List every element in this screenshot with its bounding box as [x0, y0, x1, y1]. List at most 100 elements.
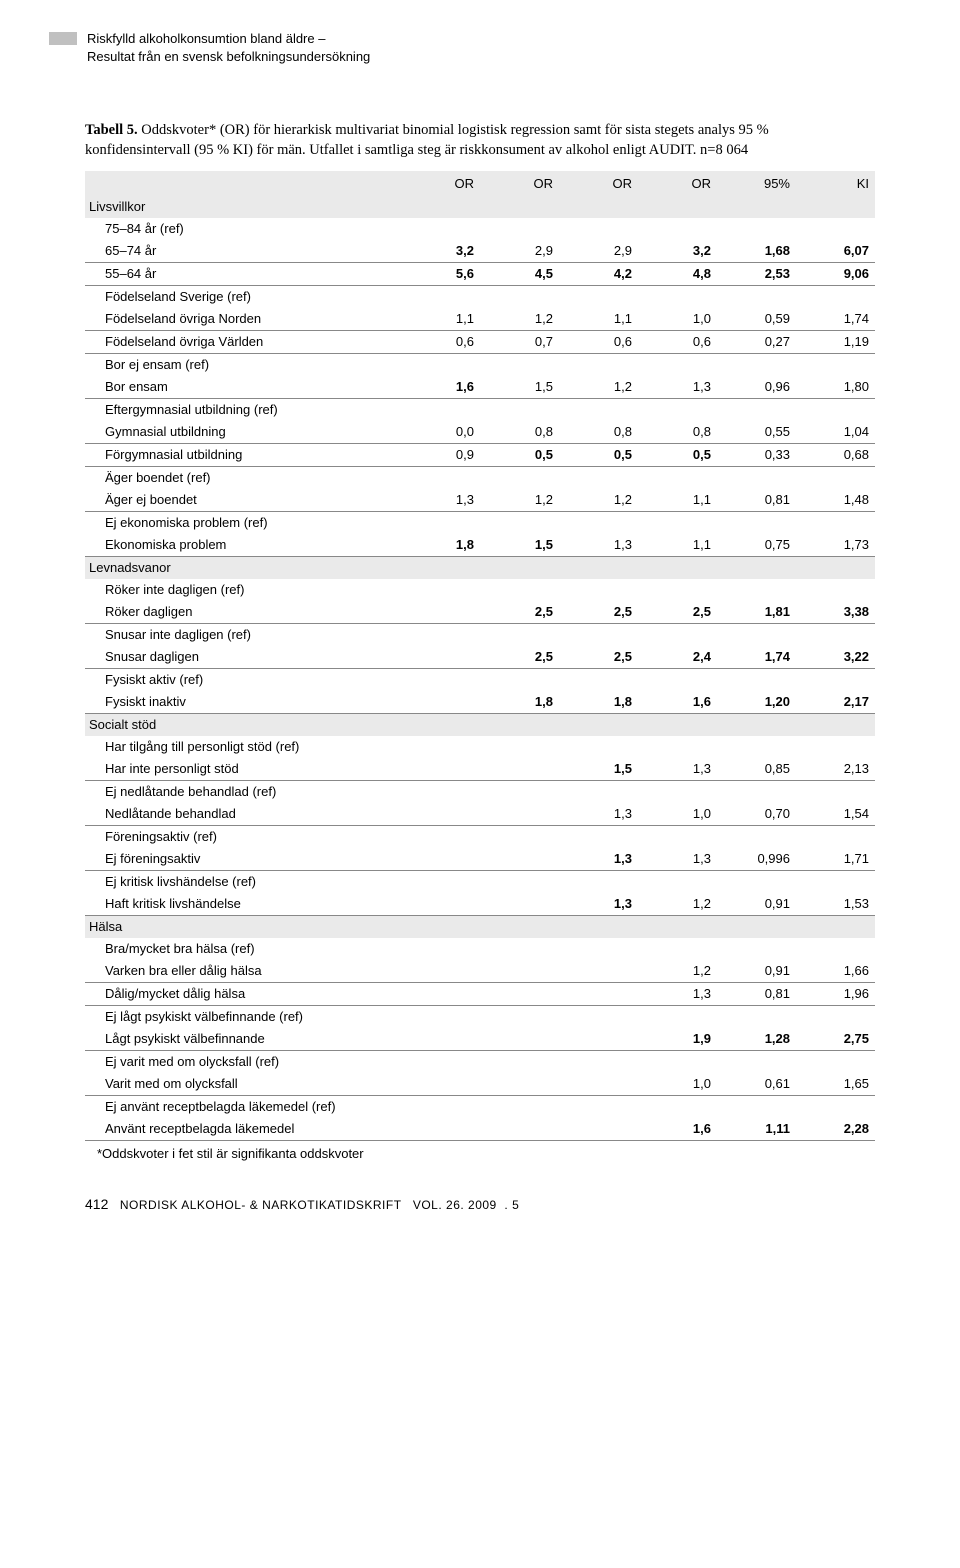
row-value: [638, 1005, 717, 1028]
row-value: [717, 938, 796, 960]
row-value: [480, 623, 559, 646]
row-value: [401, 1073, 480, 1096]
table-row: Födelseland övriga Norden1,11,21,11,00,5…: [85, 308, 875, 331]
row-label: Ekonomiska problem: [85, 534, 401, 557]
row-value: [401, 623, 480, 646]
row-value: 1,19: [796, 330, 875, 353]
row-label: 55–64 år: [85, 262, 401, 285]
row-value: 0,59: [717, 308, 796, 331]
row-value: [401, 825, 480, 848]
row-value: [796, 713, 875, 736]
row-value: [559, 780, 638, 803]
table-row: Haft kritisk livshändelse1,31,20,911,53: [85, 893, 875, 916]
row-value: [796, 511, 875, 534]
row-value: [559, 1118, 638, 1141]
row-value: [559, 466, 638, 489]
row-value: [401, 196, 480, 218]
row-value: 3,22: [796, 646, 875, 669]
row-value: [401, 780, 480, 803]
table-row: Fysiskt aktiv (ref): [85, 668, 875, 691]
table-row: Bra/mycket bra hälsa (ref): [85, 938, 875, 960]
row-label: 65–74 år: [85, 240, 401, 263]
row-value: [559, 938, 638, 960]
col-h1: OR: [401, 171, 480, 196]
row-value: 1,96: [796, 982, 875, 1005]
row-value: [796, 1050, 875, 1073]
caption-text: Oddskvoter* (OR) för hierarkisk multivar…: [85, 122, 769, 158]
row-value: 2,17: [796, 691, 875, 714]
row-value: 1,9: [638, 1028, 717, 1051]
row-value: 3,2: [638, 240, 717, 263]
row-value: [401, 915, 480, 938]
row-value: 4,2: [559, 262, 638, 285]
row-value: [796, 736, 875, 758]
row-value: [559, 668, 638, 691]
row-label: Levnadsvanor: [85, 556, 401, 579]
row-value: 1,3: [638, 376, 717, 399]
page-footer: 412 NORDISK ALKOHOL- & NARKOTIKATIDSKRIF…: [85, 1196, 875, 1212]
row-value: [480, 938, 559, 960]
row-value: [796, 285, 875, 308]
section-row: Hälsa: [85, 915, 875, 938]
row-value: 0,96: [717, 376, 796, 399]
table-row: Varit med om olycksfall1,00,611,65: [85, 1073, 875, 1096]
row-value: [559, 1095, 638, 1118]
row-value: 0,5: [638, 443, 717, 466]
row-label: Dålig/mycket dålig hälsa: [85, 982, 401, 1005]
row-value: [480, 1095, 559, 1118]
row-value: [717, 398, 796, 421]
row-value: [717, 780, 796, 803]
col-h3: OR: [559, 171, 638, 196]
row-value: [401, 736, 480, 758]
row-value: 0,5: [559, 443, 638, 466]
row-value: [480, 982, 559, 1005]
table-row: Varken bra eller dålig hälsa1,20,911,66: [85, 960, 875, 983]
row-value: [638, 511, 717, 534]
row-value: [717, 1050, 796, 1073]
row-value: [717, 713, 796, 736]
row-value: [559, 511, 638, 534]
row-value: 1,2: [638, 960, 717, 983]
table-row: Bor ensam1,61,51,21,30,961,80: [85, 376, 875, 399]
row-label: Ej föreningsaktiv: [85, 848, 401, 871]
row-value: 1,1: [638, 534, 717, 557]
table-row: Ej nedlåtande behandlad (ref): [85, 780, 875, 803]
row-value: [717, 466, 796, 489]
row-value: 1,5: [480, 376, 559, 399]
row-value: 4,8: [638, 262, 717, 285]
row-value: 1,2: [638, 893, 717, 916]
row-value: [480, 196, 559, 218]
row-value: [717, 825, 796, 848]
row-value: [717, 623, 796, 646]
row-value: [401, 960, 480, 983]
row-label: Fysiskt inaktiv: [85, 691, 401, 714]
row-value: [638, 915, 717, 938]
row-value: [401, 1005, 480, 1028]
table-header-row: OR OR OR OR 95% KI: [85, 171, 875, 196]
row-label: Varken bra eller dålig hälsa: [85, 960, 401, 983]
row-value: [638, 668, 717, 691]
row-value: [796, 218, 875, 240]
row-label: Har inte personligt stöd: [85, 758, 401, 781]
row-value: 2,28: [796, 1118, 875, 1141]
table-caption: Tabell 5. Oddskvoter* (OR) för hierarkis…: [85, 121, 875, 160]
row-value: 6,07: [796, 240, 875, 263]
row-value: 1,48: [796, 489, 875, 512]
row-value: 0,6: [559, 330, 638, 353]
row-label: Socialt stöd: [85, 713, 401, 736]
row-label: Födelseland Sverige (ref): [85, 285, 401, 308]
row-value: [480, 848, 559, 871]
row-label: Livsvillkor: [85, 196, 401, 218]
row-value: 1,20: [717, 691, 796, 714]
table-row: Eftergymnasial utbildning (ref): [85, 398, 875, 421]
row-value: [480, 713, 559, 736]
row-value: 1,65: [796, 1073, 875, 1096]
row-value: [480, 736, 559, 758]
row-value: 2,9: [480, 240, 559, 263]
row-value: [717, 511, 796, 534]
row-label: Snusar dagligen: [85, 646, 401, 669]
row-value: 1,73: [796, 534, 875, 557]
row-value: [559, 870, 638, 893]
row-value: [401, 668, 480, 691]
row-value: 1,8: [401, 534, 480, 557]
